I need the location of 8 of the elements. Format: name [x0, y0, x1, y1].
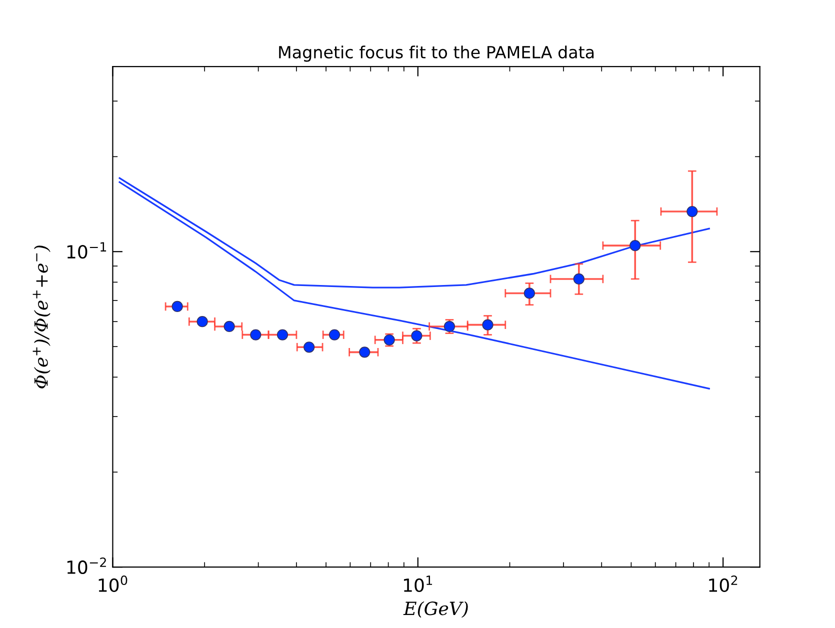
x-tick-label: 10$^{2}$ [709, 575, 738, 592]
y-tick-label: 10$^{−1}$ [67, 242, 106, 259]
y-tick-label: 10$^{−2}$ [67, 558, 106, 574]
chart-title: Magnetic focus fit to the PAMELA data [279, 46, 594, 62]
x-tick-label: 10$^{1}$ [404, 576, 432, 592]
y-axis-title: Φ(e$^{+}$)/Φ(e$^{+}$+e$^{−}$) [32, 246, 50, 388]
x-tick-label: 10$^{0}$ [98, 575, 128, 592]
x-axis-title: E(GeV) [403, 601, 468, 618]
